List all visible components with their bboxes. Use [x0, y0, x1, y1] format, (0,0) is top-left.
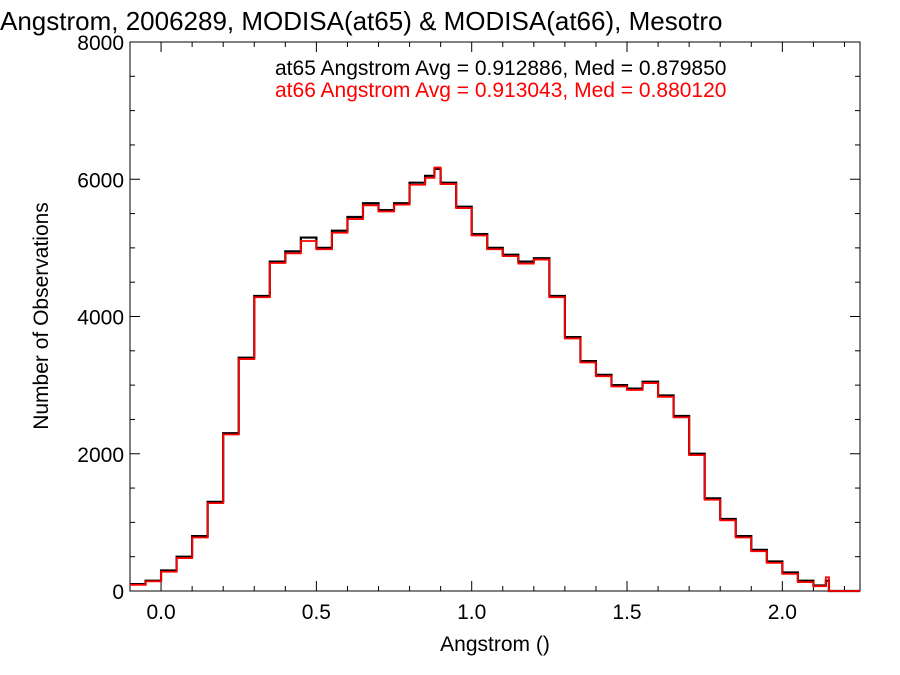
x-axis: 0.0 0.5 1.0 1.5 2.0 — [146, 42, 845, 624]
y-tick-label: 0 — [112, 581, 124, 604]
y-tick-label: 4000 — [77, 307, 124, 330]
annotation-at66: at66 Angstrom Avg = 0.913043, Med = 0.88… — [275, 79, 726, 102]
y-axis: 0 2000 4000 6000 8000 — [77, 32, 860, 604]
y-tick-label: 6000 — [77, 169, 124, 192]
x-tick-label: 1.0 — [457, 601, 486, 624]
x-tick-label: 0.5 — [302, 601, 331, 624]
x-tick-label: 1.5 — [612, 601, 641, 624]
annotation-at65: at65 Angstrom Avg = 0.912886, Med = 0.87… — [275, 57, 726, 80]
y-tick-label: 2000 — [77, 444, 124, 467]
series-group — [130, 166, 860, 593]
x-tick-label: 0.0 — [146, 601, 175, 624]
chart-title: Angstrom, 2006289, MODISA(at65) & MODISA… — [0, 6, 723, 36]
y-tick-label: 8000 — [77, 32, 124, 55]
plot-frame — [129, 41, 861, 592]
x-axis-label: Angstrom () — [440, 633, 550, 656]
series-line-1 — [130, 166, 860, 592]
x-tick-label: 2.0 — [768, 601, 797, 624]
y-axis-label: Number of Observations — [30, 202, 53, 430]
